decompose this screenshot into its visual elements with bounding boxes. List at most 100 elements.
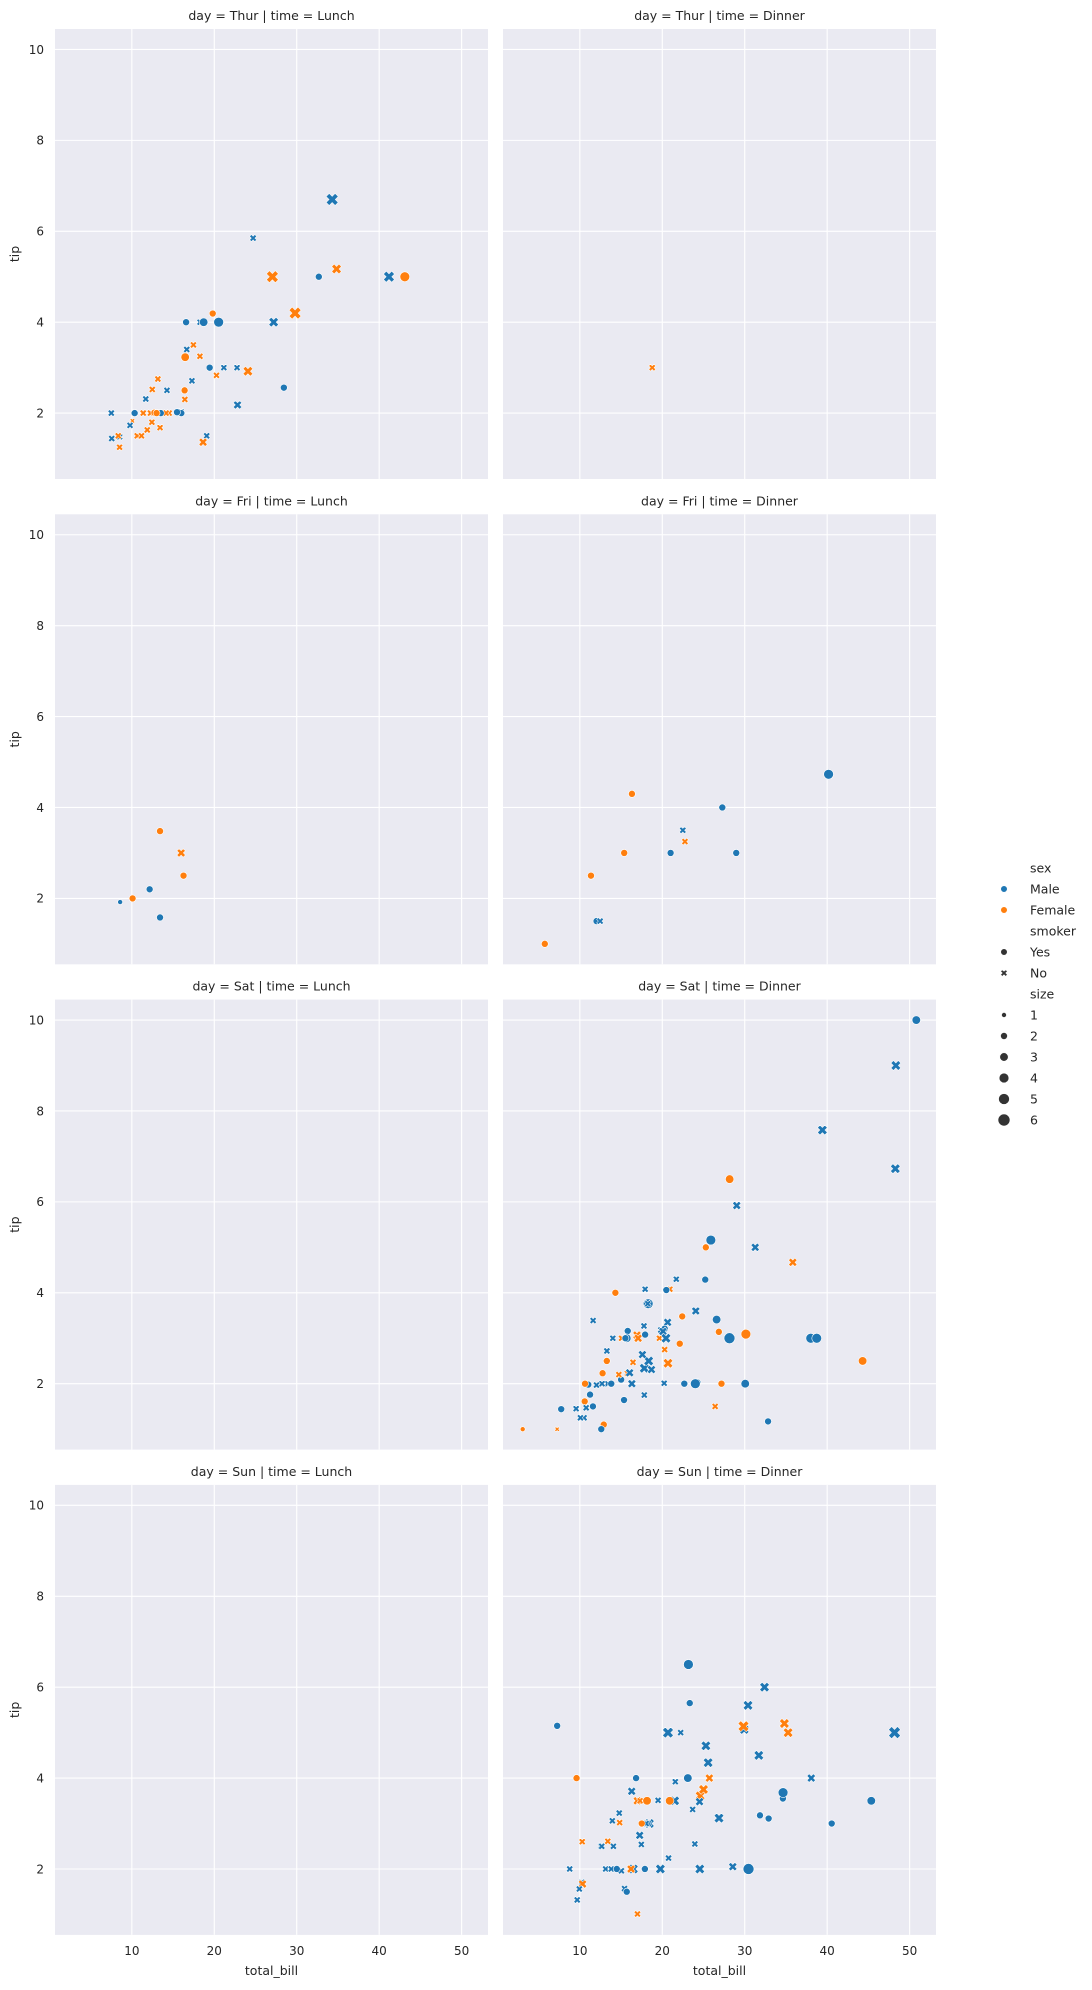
data-point-x [107, 434, 116, 443]
data-point-x [383, 270, 395, 283]
y-tick-label: 10 [29, 43, 44, 57]
legend-marker-circle-icon [1000, 948, 1008, 956]
facet-title: day = Sun | time = Lunch [191, 1464, 352, 1479]
data-point-x [601, 1865, 610, 1873]
data-point-x [782, 1727, 794, 1738]
data-point-x [654, 1796, 662, 1805]
data-point-circle [683, 1659, 694, 1670]
data-point-x [143, 426, 152, 434]
data-point-circle [632, 1774, 640, 1782]
data-point-x [663, 1317, 673, 1327]
data-point-x [578, 1837, 587, 1846]
data-point-circle [622, 1887, 631, 1896]
data-point-x [750, 1242, 760, 1252]
data-point-circle [589, 1402, 597, 1411]
legend-marker-size-4 [998, 1072, 1010, 1084]
y-tick-label: 4 [36, 315, 44, 329]
points [553, 1659, 901, 1918]
plot-area [503, 999, 936, 1450]
y-axis-label: tip [7, 731, 22, 747]
y-tick-label: 2 [36, 406, 44, 420]
legend-title-smoker: smoker [1030, 924, 1077, 939]
data-point-x [629, 1358, 637, 1367]
facet-fri-lunch: day = Fri | time = Lunch 2 4 6 8 10 tip [7, 493, 488, 965]
data-point-circle [597, 1425, 606, 1433]
facet-title: day = Sun | time = Dinner [637, 1464, 804, 1479]
data-point-x [156, 423, 164, 432]
data-point-x [603, 1837, 612, 1846]
data-point-x [181, 395, 189, 404]
plot-area [55, 29, 488, 479]
data-point-x [711, 1402, 719, 1411]
data-point-circle [399, 271, 411, 282]
data-point-x [115, 443, 124, 452]
data-point-circle [180, 352, 190, 362]
data-point-x [788, 1257, 798, 1267]
x-tick-label: 30 [289, 1944, 304, 1958]
data-point-x [575, 1885, 584, 1893]
data-point-circle [811, 1333, 822, 1344]
data-point-x [598, 1379, 606, 1388]
y-axis-label: tip [7, 246, 22, 262]
data-point-x [890, 1163, 901, 1174]
data-point-circle [701, 1275, 710, 1284]
data-point-x [672, 1275, 681, 1283]
y-tick-label: 8 [36, 1104, 44, 1118]
facet-title: day = Fri | time = Dinner [641, 493, 799, 508]
data-point-x [196, 352, 204, 361]
data-point-circle [723, 1332, 736, 1345]
data-point-circle [642, 1796, 652, 1806]
data-point-x [242, 366, 254, 377]
data-point-x [704, 1773, 714, 1783]
plot-area [55, 1484, 488, 1935]
data-point-circle [586, 1390, 594, 1399]
data-point-x [572, 1404, 580, 1413]
data-point-circle [620, 849, 628, 857]
y-tick-label: 2 [36, 1862, 44, 1876]
data-point-x [637, 1840, 646, 1849]
data-point-circle [675, 1339, 684, 1348]
data-point-x [266, 270, 279, 284]
data-point-x [640, 1322, 648, 1330]
data-point-x [163, 386, 171, 395]
data-point-circle [621, 1334, 630, 1343]
plot-area [503, 29, 936, 479]
data-point-circle [665, 1796, 675, 1806]
legend-marker-male [1000, 885, 1008, 893]
y-tick-label: 2 [36, 1377, 44, 1391]
data-point-circle [823, 769, 834, 780]
legend-label-male: Male [1030, 882, 1060, 897]
data-point-circle [712, 1315, 722, 1325]
data-point-circle [199, 317, 209, 327]
data-point-x [268, 316, 279, 328]
data-point-circle [179, 871, 188, 880]
data-point-x [890, 1060, 902, 1071]
data-point-x [640, 1391, 649, 1399]
data-point-circle [777, 1787, 789, 1798]
data-point-x [681, 837, 689, 846]
legend-label-size-1: 1 [1030, 1008, 1038, 1023]
facet-title: day = Sat | time = Lunch [192, 979, 350, 994]
data-point-x [615, 1818, 624, 1827]
points [107, 193, 411, 452]
data-point-circle [208, 309, 217, 318]
x-tick-label: 20 [655, 1944, 670, 1958]
legend-marker-size-6 [997, 1113, 1011, 1127]
data-point-x [633, 1910, 642, 1918]
data-point-x [637, 1349, 648, 1360]
data-point-x [700, 1740, 712, 1752]
data-point-circle [541, 940, 549, 948]
data-point-circle [641, 1330, 649, 1339]
data-point-x [627, 1786, 637, 1796]
y-tick-label: 8 [36, 134, 44, 148]
data-point-circle [598, 1369, 607, 1378]
data-point-x [139, 409, 148, 417]
legend-label-smoker-no: No [1030, 966, 1047, 981]
data-point-x [325, 193, 339, 206]
y-tick-label: 4 [36, 1771, 44, 1785]
y-tick-label: 4 [36, 1286, 44, 1300]
facet-title: day = Thur | time = Lunch [188, 8, 354, 23]
data-point-circle [180, 386, 189, 395]
data-point-circle [156, 913, 164, 922]
